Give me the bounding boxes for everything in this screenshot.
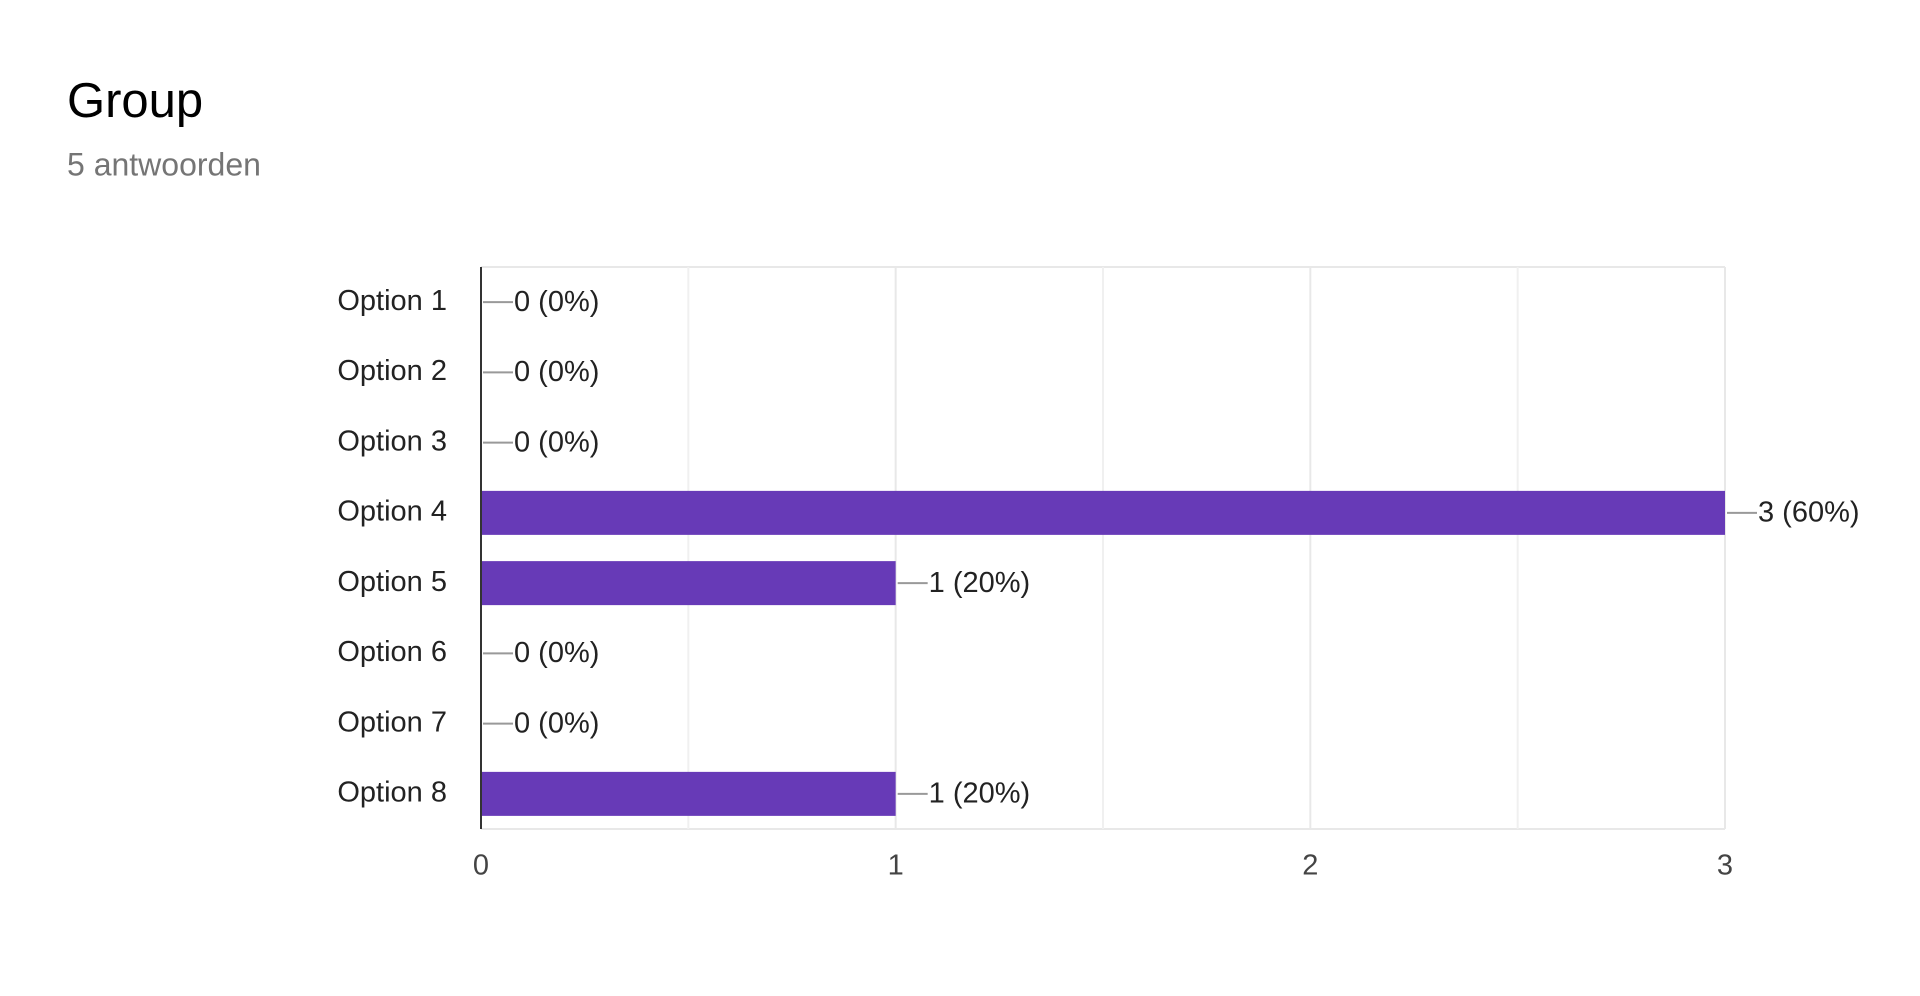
x-tick-label: 0 (473, 850, 489, 882)
bar (481, 561, 896, 606)
value-label: 1 (20%) (929, 567, 1031, 599)
y-tick-label: Option 4 (337, 496, 447, 528)
x-tick-label: 3 (1717, 850, 1733, 882)
chart-subtitle: 5 antwoorden (67, 146, 261, 182)
value-label: 0 (0%) (514, 637, 599, 669)
grid (480, 266, 1726, 830)
chart-title: Group (67, 74, 203, 128)
x-tick-label: 2 (1302, 850, 1318, 882)
y-tick-label: Option 3 (337, 425, 447, 457)
y-tick-label: Option 2 (337, 355, 447, 387)
value-label: 0 (0%) (514, 356, 599, 388)
y-tick-label: Option 8 (337, 777, 447, 809)
y-tick-label: Option 6 (337, 636, 447, 668)
marks: 0 (0%) 0 (0%) 0 (0%) 3 (60%) 1 (20%) 0 (0%) 0 … (481, 286, 1860, 816)
value-label: 1 (20%) (929, 778, 1031, 810)
bar (481, 490, 1725, 535)
value-label: 0 (0%) (514, 426, 599, 458)
y-tick-label: Option 5 (337, 566, 447, 598)
y-tick-label: Option 1 (337, 285, 447, 317)
bar (481, 771, 896, 816)
x-tick-label: 1 (888, 850, 904, 882)
value-label: 3 (60%) (1758, 497, 1860, 529)
value-label: 0 (0%) (514, 707, 599, 739)
value-label: 0 (0%) (514, 286, 599, 318)
y-tick-label: Option 7 (337, 706, 447, 738)
